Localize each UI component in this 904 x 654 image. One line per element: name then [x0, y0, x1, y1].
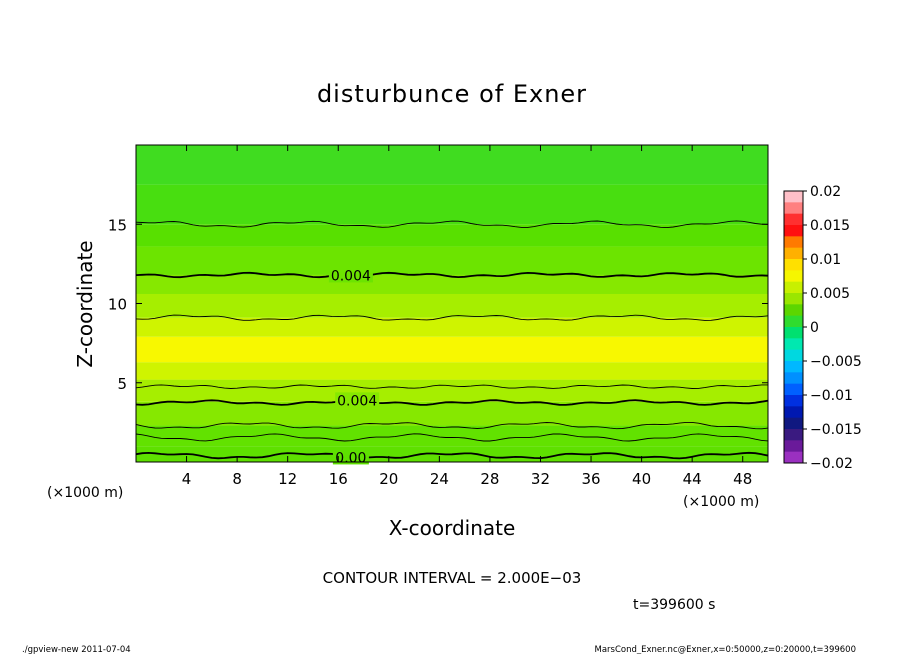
x-axis-unit: (×1000 m): [683, 494, 759, 510]
contour-band-10: [136, 224, 768, 247]
x-tick-label: 8: [232, 470, 242, 488]
contour-band-2: [136, 401, 768, 426]
contour-label: 0.004: [331, 268, 371, 284]
contour-band-7: [136, 293, 768, 318]
contour-label: 0.00: [335, 450, 366, 466]
contour-band-11: [136, 184, 768, 225]
contour-band-9: [136, 246, 768, 275]
colorbar-swatch: [784, 293, 803, 305]
colorbar-swatch: [784, 327, 803, 339]
chart-title: disturbunce of Exner: [317, 80, 587, 108]
colorbar-tick-label: 0.01: [810, 252, 841, 268]
colorbar-swatch: [784, 440, 803, 453]
contour-label-bg: [332, 449, 369, 465]
colorbar-tick-label: −0.005: [810, 354, 862, 370]
y-tick-label: 5: [117, 375, 127, 393]
contour-band-1: [136, 425, 768, 447]
colorbar-swatch: [784, 417, 803, 430]
contour-line-0: [136, 451, 768, 460]
x-tick-label: 36: [581, 470, 600, 488]
colorbar-tick-label: −0.02: [810, 456, 853, 472]
colorbar-swatch: [784, 361, 803, 373]
contour-line-1: [136, 433, 768, 442]
x-tick-label: 24: [430, 470, 449, 488]
colorbar: [784, 191, 803, 464]
contour-line-2: [136, 421, 768, 430]
colorbar-swatch: [784, 338, 803, 351]
colorbar-swatch: [784, 259, 803, 271]
x-tick-label: 16: [329, 470, 348, 488]
contour-interval-note: CONTOUR INTERVAL = 2.000E−03: [323, 569, 582, 587]
colorbar-swatch: [784, 451, 803, 464]
y-tick-label: 10: [108, 296, 127, 314]
y-tick-label: 15: [108, 216, 127, 234]
contour-line-6: [136, 271, 768, 279]
contour-band-3: [136, 379, 768, 402]
contour-band-4: [136, 362, 768, 380]
x-tick-label: 20: [379, 470, 398, 488]
colorbar-tick-label: 0: [810, 320, 819, 336]
colorbar-swatch: [784, 225, 803, 237]
colorbar-swatch: [784, 281, 803, 294]
contour-line-layer: [136, 220, 768, 460]
time-label: t=399600 s: [633, 597, 715, 613]
colorbar-tick-label: 0.02: [810, 184, 841, 200]
colorbar-swatch: [784, 406, 803, 419]
contour-line-5: [136, 314, 768, 321]
contour-band-12: [136, 145, 768, 185]
x-tick-label: 40: [632, 470, 651, 488]
colorbar-swatch: [784, 349, 803, 362]
x-tick-label: 48: [733, 470, 752, 488]
x-tick-label: 32: [531, 470, 550, 488]
colorbar-tick-label: −0.015: [810, 422, 862, 438]
footer-left: ./gpview-new 2011-07-04: [22, 645, 131, 654]
colorbar-tick-label: 0.015: [810, 218, 850, 234]
contour-band-5: [136, 336, 768, 363]
contour-label-bg: [328, 267, 373, 283]
colorbar-swatch: [784, 383, 803, 396]
colorbar-swatch: [784, 304, 803, 317]
colorbar-swatch: [784, 270, 803, 283]
contour-label: 0.004: [337, 393, 377, 409]
x-tick-label: 28: [480, 470, 499, 488]
x-tick-label: 12: [278, 470, 297, 488]
colorbar-swatch: [784, 315, 803, 328]
colorbar-ticks: 0.02 0.015 0.01 0.005 0 −0.005 −0.01 −0.015 −0.0…: [803, 184, 862, 472]
colorbar-tick-label: −0.01: [810, 388, 853, 404]
contour-line-4: [136, 384, 768, 389]
x-axis-label: X-coordinate: [389, 516, 516, 540]
contour-fill-layer: [136, 145, 768, 462]
contour-line-7: [136, 220, 768, 229]
colorbar-swatch: [784, 191, 803, 203]
colorbar-tick-label: 0.005: [810, 286, 850, 302]
contour-band-8: [136, 274, 768, 294]
x-tick-label: 44: [683, 470, 702, 488]
y-axis-ticks: 5 10 15: [108, 216, 768, 393]
colorbar-swatch: [784, 372, 803, 385]
colorbar-swatch: [784, 429, 803, 441]
colorbar-swatch: [784, 236, 803, 249]
x-tick-label: 4: [182, 470, 192, 488]
contour-line-3: [136, 399, 768, 406]
y-axis-label: Z-coordinate: [73, 240, 97, 367]
contour-band-6: [136, 317, 768, 337]
colorbar-swatch: [784, 202, 803, 215]
footer-right: MarsCond_Exner.nc@Exner,x=0:50000,z=0:20…: [594, 645, 856, 654]
x-axis-ticks: 4 8 12 16 20 24 28 32 36 40 44 48: [182, 145, 752, 488]
colorbar-swatch: [784, 213, 803, 226]
colorbar-swatch: [784, 395, 803, 407]
colorbar-swatch: [784, 247, 803, 260]
y-axis-unit: (×1000 m): [47, 485, 123, 501]
contour-label-bg: [335, 392, 380, 408]
